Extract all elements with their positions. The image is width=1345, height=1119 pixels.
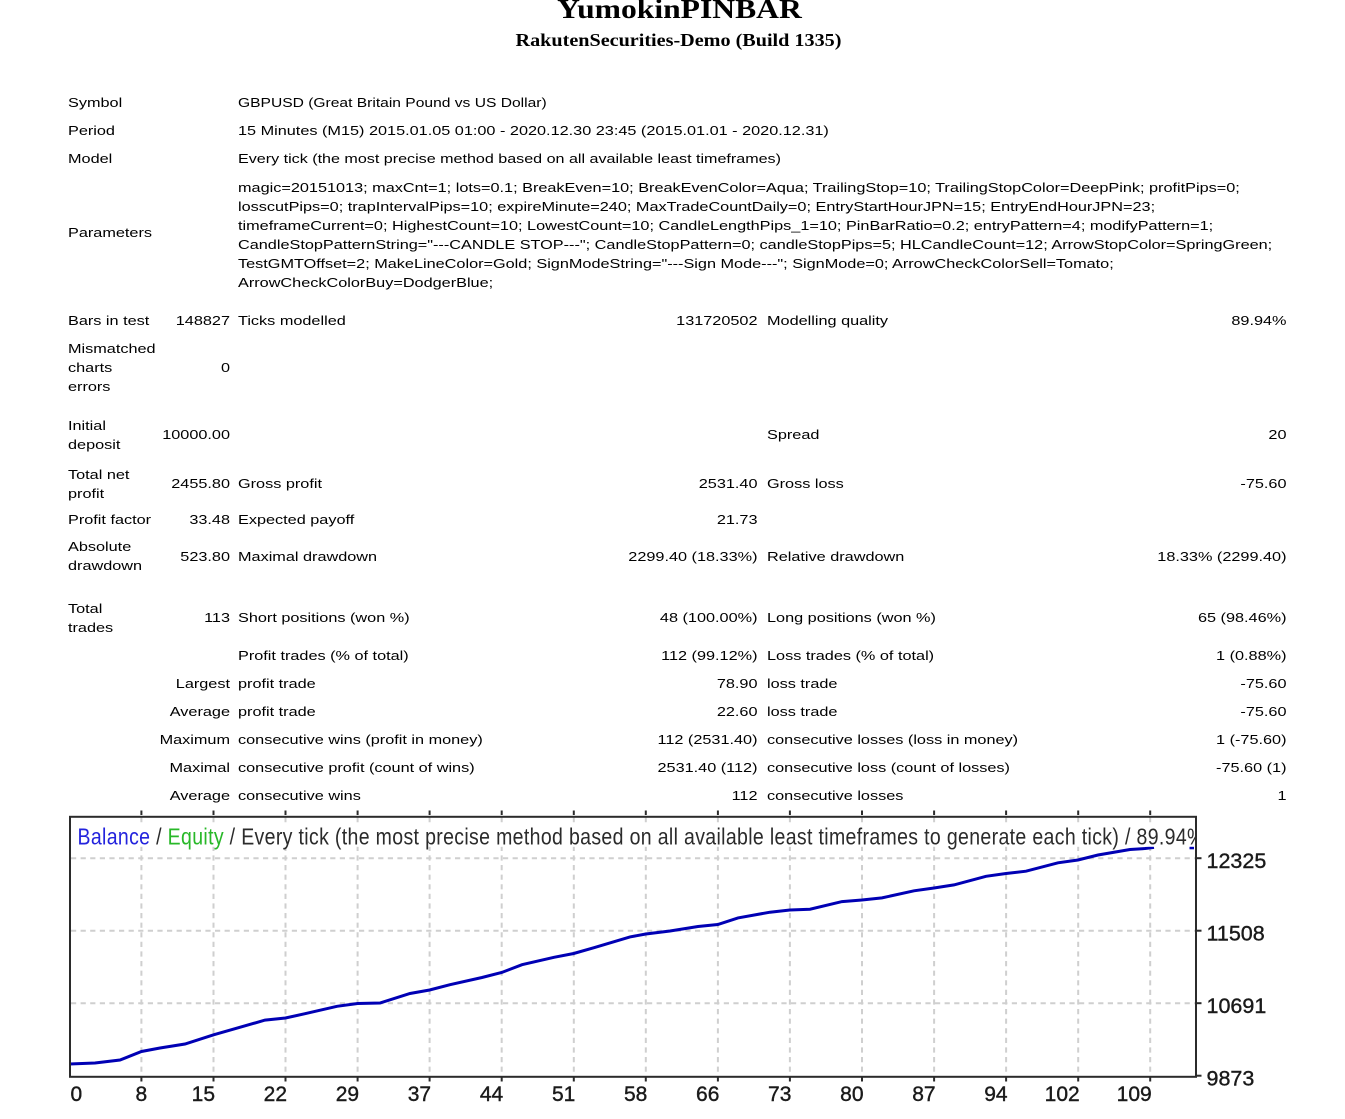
- svg-text:87: 87: [912, 1083, 935, 1106]
- svg-text:80: 80: [840, 1083, 863, 1106]
- svg-text:66: 66: [696, 1083, 719, 1106]
- svg-text:29: 29: [336, 1083, 359, 1106]
- svg-text:37: 37: [408, 1083, 431, 1106]
- svg-text:8: 8: [136, 1083, 148, 1106]
- svg-text:Balance / Equity / Every tick: Balance / Equity / Every tick (the most …: [78, 824, 1205, 850]
- svg-text:73: 73: [768, 1083, 791, 1106]
- svg-text:9873: 9873: [1207, 1067, 1255, 1091]
- svg-text:10691: 10691: [1207, 994, 1267, 1018]
- svg-text:94: 94: [984, 1083, 1008, 1106]
- svg-text:102: 102: [1045, 1083, 1080, 1106]
- svg-text:22: 22: [264, 1083, 287, 1106]
- svg-text:58: 58: [624, 1083, 647, 1106]
- svg-text:12325: 12325: [1207, 849, 1267, 873]
- svg-text:51: 51: [552, 1083, 575, 1106]
- svg-text:11508: 11508: [1207, 922, 1265, 946]
- svg-text:0: 0: [71, 1083, 83, 1106]
- svg-text:44: 44: [480, 1083, 504, 1106]
- svg-text:15: 15: [192, 1083, 215, 1106]
- svg-text:109: 109: [1117, 1083, 1152, 1106]
